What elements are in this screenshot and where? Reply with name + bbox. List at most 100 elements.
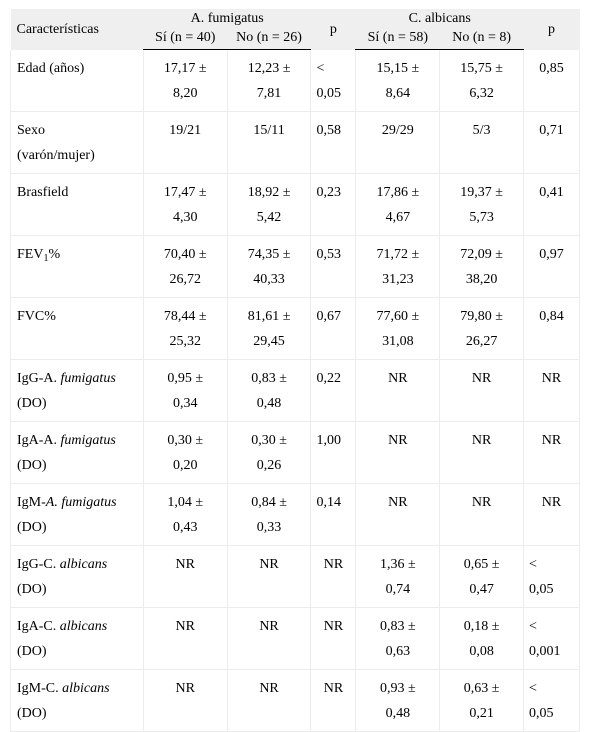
cell-fumigatus-yes-line1: 70,40 ± bbox=[163, 247, 207, 262]
row-label-subscript: 1 bbox=[43, 253, 49, 264]
row-label-line2: (DO) bbox=[17, 520, 47, 535]
row-label-text: Edad (años) bbox=[17, 60, 85, 76]
cell-fumigatus-yes-line2: 25,32 bbox=[169, 334, 201, 349]
cell-albicans-yes-line1: NR bbox=[388, 495, 408, 510]
cell-p-fumigatus-line1: NR bbox=[323, 557, 344, 572]
row-label-suffix: % bbox=[48, 247, 61, 262]
cell-p-albicans-line1: 0,84 bbox=[539, 309, 564, 324]
cell-albicans-yes-line1: 77,60 ± bbox=[376, 309, 420, 324]
row-label: Sexo (varón/mujer) bbox=[10, 111, 144, 174]
cell-albicans-yes-line1: 71,72 ± bbox=[376, 247, 420, 262]
cell-p-albicans: NR bbox=[523, 421, 580, 484]
cell-fumigatus-yes: 0,30 ± 0,20 bbox=[143, 421, 228, 484]
cell-albicans-no-line2: 6,32 bbox=[469, 86, 494, 101]
row-label-text: IgM- bbox=[17, 495, 46, 510]
results-table: Características A. fumigatus p C. albica… bbox=[10, 9, 580, 732]
row-label: FVC% bbox=[10, 297, 144, 360]
cell-p-fumigatus-line1: 0,67 bbox=[316, 309, 341, 324]
cell-fumigatus-no-line1: NR bbox=[259, 681, 279, 696]
cell-albicans-yes: NR bbox=[355, 483, 441, 546]
row-label: Brasfield bbox=[10, 173, 144, 236]
cell-fumigatus-no-line1: 0,83 ± bbox=[251, 371, 287, 386]
cell-p-albicans: 0,97 bbox=[523, 235, 580, 298]
cell-fumigatus-no: NR bbox=[227, 607, 312, 670]
cell-fumigatus-yes-line2: 4,30 bbox=[172, 210, 198, 225]
cell-fumigatus-yes-line1: 17,47 ± bbox=[163, 185, 207, 200]
cell-fumigatus-yes: 70,40 ± 26,72 bbox=[143, 235, 228, 298]
cell-albicans-no-line2: 0,08 bbox=[469, 644, 494, 659]
cell-fumigatus-yes-line1: NR bbox=[175, 557, 195, 572]
row-label-line2: (DO) bbox=[17, 706, 47, 721]
cell-albicans-no: 0,18 ± 0,08 bbox=[439, 607, 525, 670]
cell-fumigatus-no-line2: 0,48 bbox=[256, 396, 282, 411]
cell-albicans-yes-line2: 0,48 bbox=[385, 706, 411, 721]
row-label-line2: (DO) bbox=[17, 582, 47, 597]
cell-albicans-yes: 0,83 ± 0,63 bbox=[355, 607, 441, 670]
row-label-text: IgM-C. bbox=[17, 681, 63, 696]
row-label-line2: (DO) bbox=[17, 396, 47, 411]
cell-albicans-yes: 0,93 ± 0,48 bbox=[355, 669, 441, 732]
header-row-subgroups: Sí (n = 40) No (n = 26) Sí (n = 58) No (… bbox=[11, 28, 580, 50]
cell-fumigatus-yes: NR bbox=[143, 607, 228, 670]
cell-p-albicans-line2: 0,001 bbox=[529, 644, 561, 659]
cell-albicans-no: 72,09 ± 38,20 bbox=[439, 235, 525, 298]
cell-albicans-no-line1: 0,63 ± bbox=[463, 681, 500, 696]
cell-p-fumigatus-line2: 0,05 bbox=[316, 85, 341, 101]
header-row-groups: Características A. fumigatus p C. albica… bbox=[10, 9, 580, 50]
cell-fumigatus-yes: 17,47 ± 4,30 bbox=[143, 173, 228, 236]
cell-albicans-yes-line2: 8,64 bbox=[385, 86, 411, 101]
table-row: IgA-A. fumigatus (DO) 0,30 ± 0,20 0,30 ± 0,26… bbox=[10, 421, 580, 484]
cell-albicans-no-line1: 79,80 ± bbox=[460, 309, 503, 324]
row-label-text: IgA-A. bbox=[17, 433, 61, 448]
row-label-text: IgG-C. bbox=[17, 557, 60, 572]
cell-fumigatus-no: 0,83 ± 0,48 bbox=[227, 359, 312, 422]
cell-albicans-yes: 29/29 bbox=[355, 111, 441, 174]
cell-albicans-yes-line2: 4,67 bbox=[385, 210, 411, 225]
cell-albicans-yes: 77,60 ± 31,08 bbox=[355, 297, 441, 360]
cell-p-albicans: <0,001 bbox=[523, 607, 580, 670]
cell-p-fumigatus: 0,67 bbox=[310, 297, 357, 360]
cell-fumigatus-yes: 1,04 ± 0,43 bbox=[143, 483, 228, 546]
cell-p-fumigatus: 1,00 bbox=[310, 421, 357, 484]
cell-albicans-no: 0,63 ± 0,21 bbox=[439, 669, 525, 732]
cell-fumigatus-yes-line2: 26,72 bbox=[169, 272, 201, 287]
row-label: IgM-A. fumigatus (DO) bbox=[10, 483, 144, 546]
cell-fumigatus-yes-line1: 19/21 bbox=[169, 123, 202, 138]
cell-fumigatus-no-line1: 15/11 bbox=[253, 123, 285, 138]
cell-p-albicans: 0,71 bbox=[523, 111, 580, 174]
cell-p-fumigatus-line1: < bbox=[316, 60, 325, 76]
row-label-organism: albicans bbox=[59, 557, 108, 572]
cell-albicans-no-line1: 72,09 ± bbox=[460, 247, 503, 262]
cell-p-fumigatus-line1: 0,53 bbox=[316, 247, 341, 262]
cell-p-fumigatus-line1: 0,58 bbox=[316, 123, 341, 138]
cell-albicans-yes-line1: 0,83 ± bbox=[379, 619, 416, 634]
cell-albicans-no-line1: 5/3 bbox=[472, 123, 491, 138]
cell-albicans-no-line1: NR bbox=[471, 371, 492, 386]
cell-p-fumigatus: NR bbox=[310, 607, 357, 670]
cell-fumigatus-yes-line1: NR bbox=[175, 681, 195, 696]
cell-albicans-no-line1: 19,37 ± bbox=[460, 185, 503, 200]
table-header: Características A. fumigatus p C. albica… bbox=[10, 9, 580, 50]
cell-albicans-yes: 71,72 ± 31,23 bbox=[355, 235, 441, 298]
cell-fumigatus-no-line2: 5,42 bbox=[256, 210, 282, 225]
cell-p-fumigatus: 0,53 bbox=[310, 235, 357, 298]
row-label-organism: A. fumigatus bbox=[45, 495, 117, 510]
cell-albicans-yes: NR bbox=[355, 421, 441, 484]
cell-p-albicans: <0,05 bbox=[523, 669, 580, 732]
cell-albicans-no-line2: 0,21 bbox=[469, 706, 494, 721]
cell-albicans-no: 15,75 ± 6,32 bbox=[439, 49, 525, 112]
cell-albicans-no-line2: 0,47 bbox=[469, 582, 494, 597]
cell-albicans-yes: 15,15 ± 8,64 bbox=[355, 49, 441, 112]
cell-albicans-yes-line1: 29/29 bbox=[381, 123, 414, 138]
cell-p-albicans: 0,85 bbox=[523, 49, 580, 112]
cell-fumigatus-yes: 17,17 ± 8,20 bbox=[143, 49, 228, 112]
cell-p-albicans-line1: 0,85 bbox=[539, 60, 564, 76]
row-label: IgG-C. albicans (DO) bbox=[10, 545, 144, 608]
table-row: IgM-A. fumigatus (DO) 1,04 ± 0,43 0,84 ± 0,33… bbox=[10, 483, 580, 546]
cell-albicans-yes-line2: 31,08 bbox=[382, 334, 414, 349]
cell-fumigatus-no-line1: NR bbox=[259, 557, 279, 572]
row-label-text: Sexo bbox=[17, 123, 45, 138]
row-label-organism: fumigatus bbox=[60, 433, 116, 448]
cell-albicans-no-line2: 26,27 bbox=[465, 334, 498, 349]
row-label: Edad (años) bbox=[10, 49, 144, 112]
